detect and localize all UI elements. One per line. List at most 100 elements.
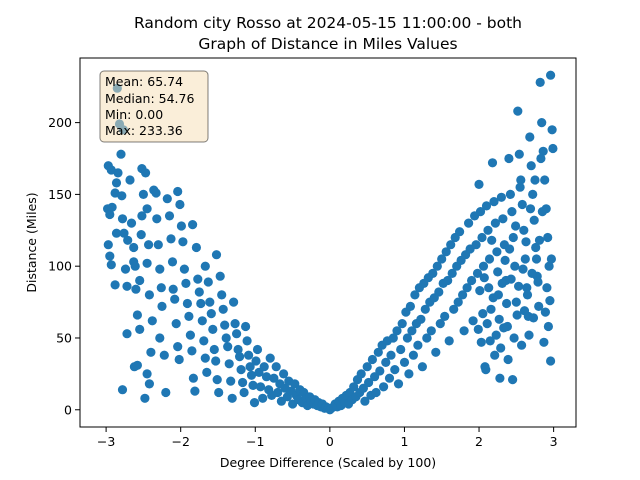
data-point	[497, 278, 507, 288]
data-point	[413, 340, 423, 350]
data-point	[364, 377, 374, 388]
data-point	[252, 344, 263, 355]
data-point	[422, 333, 432, 343]
data-point	[214, 387, 224, 398]
data-point	[135, 324, 145, 334]
y-tick-label: 150	[48, 187, 72, 202]
data-point	[381, 357, 391, 367]
data-point	[116, 149, 126, 159]
data-point	[478, 309, 488, 319]
data-point	[484, 254, 495, 264]
data-point	[371, 387, 381, 398]
data-point	[185, 330, 195, 340]
data-point	[167, 257, 178, 267]
stats-min: Min: 0.00	[105, 107, 163, 122]
data-point	[217, 290, 227, 300]
data-point	[126, 218, 137, 228]
data-point	[487, 158, 498, 168]
data-point	[472, 268, 483, 278]
data-point	[251, 356, 261, 366]
data-point	[505, 244, 515, 254]
data-point	[459, 326, 469, 336]
data-point	[179, 264, 189, 274]
data-point	[520, 254, 530, 264]
data-point	[512, 310, 522, 320]
data-point	[117, 385, 128, 395]
data-point	[426, 326, 436, 336]
data-point	[514, 149, 524, 159]
data-point	[242, 336, 252, 346]
chart-title-line-2: Graph of Distance in Miles Values	[198, 35, 457, 53]
data-point	[488, 293, 498, 303]
data-point	[176, 221, 186, 231]
data-point	[224, 359, 234, 369]
data-point	[136, 230, 146, 240]
data-point	[407, 326, 417, 336]
data-point	[475, 286, 485, 296]
data-point	[525, 132, 535, 142]
data-point	[138, 189, 148, 199]
data-point	[129, 242, 139, 253]
data-point	[199, 336, 209, 346]
data-point	[431, 347, 441, 357]
data-point	[484, 283, 494, 293]
data-point	[117, 191, 127, 201]
data-point	[446, 240, 456, 250]
data-point	[208, 324, 218, 334]
data-point	[462, 283, 472, 293]
data-point	[200, 353, 210, 363]
data-point	[255, 382, 266, 392]
data-point	[513, 106, 523, 116]
data-point	[539, 337, 549, 347]
data-point	[212, 375, 222, 385]
data-point	[107, 202, 117, 212]
data-point	[111, 178, 122, 188]
data-point	[528, 189, 538, 199]
data-point	[218, 304, 228, 314]
data-point	[261, 372, 272, 382]
data-point	[151, 188, 161, 198]
data-point	[485, 336, 495, 346]
data-point	[536, 153, 546, 164]
data-point	[211, 356, 221, 366]
data-point	[159, 350, 169, 360]
data-point	[481, 201, 492, 211]
data-point	[399, 357, 410, 367]
x-tick-label: −1	[246, 434, 264, 449]
data-point	[239, 387, 249, 398]
data-point	[233, 344, 243, 355]
data-point	[443, 275, 453, 286]
data-point	[538, 146, 548, 156]
data-point	[246, 370, 257, 380]
data-point	[173, 186, 183, 197]
data-point	[440, 311, 450, 321]
data-point	[211, 250, 222, 260]
data-point	[178, 237, 188, 247]
data-point	[546, 254, 557, 264]
stats-box-background	[99, 70, 209, 143]
data-point	[273, 387, 283, 398]
stats-mean: Mean: 65.74	[105, 74, 183, 89]
data-point	[226, 376, 236, 386]
data-point	[111, 228, 122, 238]
data-point	[502, 298, 512, 309]
stats-max: Max: 233.36	[105, 123, 183, 138]
data-point	[220, 320, 230, 330]
data-point	[146, 347, 156, 357]
data-point	[487, 235, 497, 245]
data-point	[232, 329, 242, 339]
data-point	[193, 274, 203, 284]
data-point	[500, 255, 510, 265]
data-point	[386, 350, 396, 360]
data-point	[511, 297, 521, 307]
data-point	[517, 199, 527, 210]
data-point	[529, 215, 539, 225]
data-point	[259, 362, 269, 372]
data-point	[396, 344, 406, 355]
y-axis-label: Distance (Miles)	[24, 192, 39, 292]
data-point	[142, 258, 152, 268]
data-point	[540, 307, 551, 317]
data-point	[453, 297, 463, 307]
x-axis-ticks: −3 −2 −1 0 1 2 3	[97, 427, 558, 449]
